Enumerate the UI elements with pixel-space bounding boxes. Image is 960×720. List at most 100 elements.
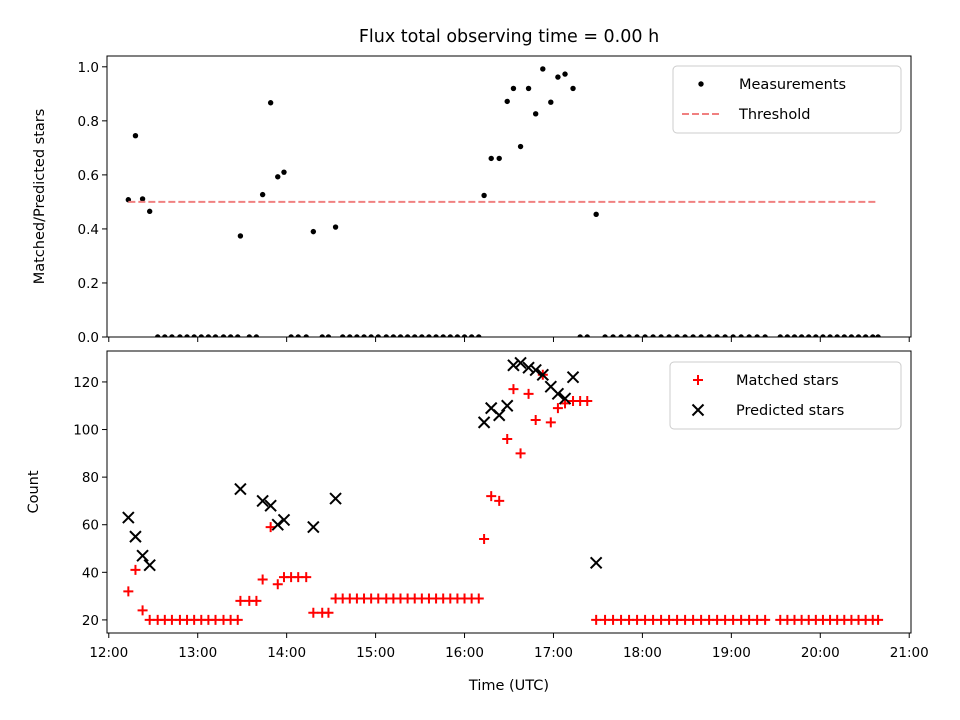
measurement-point [584, 334, 590, 337]
y-axis-title: Matched/Predicted stars [32, 109, 48, 285]
measurement-point [375, 334, 381, 337]
measurement-point [488, 155, 494, 162]
measurement-point [870, 334, 876, 337]
measurement-point [862, 334, 869, 337]
matched-stars-marker [232, 614, 243, 625]
measurement-point [267, 100, 274, 106]
measurement-point [834, 334, 840, 337]
x-tick-label: 12:00 [89, 645, 128, 661]
axes-frame [106, 55, 912, 338]
matched-stars-marker [508, 384, 519, 395]
predicted-stars-marker [558, 392, 572, 405]
measurement-point [281, 169, 287, 175]
x-tick-label: 13:00 [178, 645, 217, 661]
measurement-point [295, 334, 301, 337]
measurement-point [690, 334, 696, 337]
measurement-point [419, 334, 425, 337]
measurement-point [827, 334, 833, 337]
measurement-point [504, 98, 510, 105]
predicted-stars-marker [522, 361, 535, 374]
y-axis-title: Count [26, 470, 42, 513]
measurement-point [177, 334, 183, 337]
measurement-point [310, 228, 317, 235]
y-tick-label: 0.6 [78, 168, 99, 184]
matched-stars-marker [545, 417, 556, 428]
matched-stars-marker [560, 398, 571, 409]
measurement-point [730, 334, 736, 337]
measurement-point [461, 334, 468, 337]
matched-stars-marker [301, 572, 312, 583]
measurement-point [510, 85, 517, 92]
legend-box [669, 361, 902, 430]
measurement-point [426, 334, 432, 337]
measurement-point [454, 334, 461, 337]
predicted-stars-marker [271, 518, 284, 531]
matched-stars-marker [494, 495, 505, 506]
measurement-point [548, 99, 554, 105]
measurement-point [259, 191, 266, 198]
measurement-point [777, 334, 783, 337]
measurement-point [525, 85, 532, 92]
legend-label: Threshold [738, 107, 810, 123]
measurement-point [433, 334, 439, 337]
measurement-point [184, 334, 190, 337]
y-tick-label: 0.8 [78, 114, 99, 130]
y-tick-label: 0.4 [78, 222, 99, 238]
measurement-point [602, 334, 608, 337]
measurement-point [481, 192, 487, 199]
predicted-stars-marker [529, 363, 542, 377]
measurement-point [339, 334, 346, 337]
axes-frame [106, 350, 912, 634]
measurement-point [237, 233, 244, 239]
matched-stars-marker [582, 395, 593, 406]
measurement-point [235, 334, 241, 337]
measurement-point [706, 334, 712, 337]
measurement-point [698, 334, 704, 337]
legend-predicted-swatch [691, 403, 705, 417]
measurement-point [618, 334, 624, 337]
measurement-point [303, 334, 309, 337]
x-tick-label: 14:00 [267, 645, 306, 661]
y-tick-label: 0.0 [78, 330, 99, 346]
measurement-point [220, 334, 227, 337]
matched-stars-marker [130, 564, 141, 575]
legend-label: Predicted stars [736, 403, 844, 419]
measurement-point [540, 66, 546, 72]
measurement-point [361, 334, 367, 337]
measurement-point [440, 334, 446, 337]
measurement-point [577, 334, 583, 337]
data-layer [122, 356, 884, 625]
measurement-point [784, 334, 791, 337]
measurement-point [532, 111, 539, 117]
x-tick-label: 17:00 [534, 645, 573, 661]
measurement-point [347, 334, 353, 337]
bottom-panel: 20 40 60 80 100 120 12:00 13:00 14:00 15:00 16:00 1… [26, 350, 929, 661]
measurement-point [848, 334, 855, 337]
measurement-point [682, 334, 688, 337]
y-tick-label: 80 [82, 470, 99, 486]
predicted-stars-marker [122, 511, 135, 524]
legend-measurements-swatch [698, 81, 704, 87]
legend-label: Measurements [739, 77, 846, 93]
measurement-point [397, 334, 404, 337]
x-axis-title: Time (UTC) [468, 678, 549, 694]
measurement-point [198, 334, 204, 337]
measurement-point [191, 334, 197, 337]
measurement-point [288, 334, 294, 337]
measurement-point [610, 334, 616, 337]
measurement-point [806, 334, 812, 337]
matched-stars-marker [235, 595, 246, 606]
predicted-stars-marker [477, 416, 491, 429]
x-tick-label: 19:00 [712, 645, 751, 661]
top-panel: 0.0 0.2 0.4 0.6 0.8 1.0 Matched/Predicted star… [32, 55, 912, 346]
x-tick-label: 20:00 [801, 645, 840, 661]
measurement-point [875, 334, 881, 337]
predicted-stars-marker [277, 513, 291, 527]
x-tick-label: 18:00 [623, 645, 662, 661]
measurement-point [325, 334, 332, 337]
predicted-stars-marker [501, 399, 514, 412]
measurement-point [205, 334, 212, 337]
y-tick-label: 40 [82, 565, 99, 581]
measurement-point [813, 334, 819, 337]
